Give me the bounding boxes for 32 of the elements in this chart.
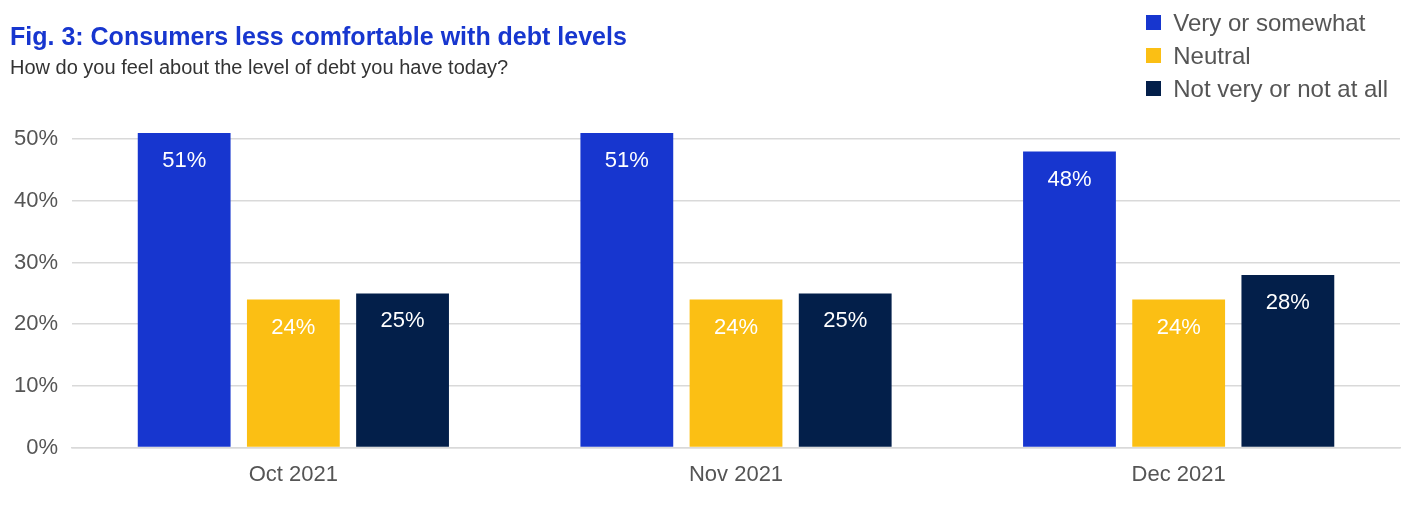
y-tick-label: 30%: [13, 248, 59, 274]
data-label: 28%: [1265, 288, 1310, 314]
legend-label: Neutral: [1173, 41, 1251, 70]
y-tick-label: 40%: [13, 186, 59, 212]
chart-title: Fig. 3: Consumers less comfortable with debt levels: [10, 22, 627, 51]
data-label: 25%: [380, 307, 425, 333]
bar: [689, 299, 783, 447]
y-tick-label: 10%: [13, 371, 59, 397]
x-tick-label: Nov 2021: [688, 460, 784, 486]
data-label: 51%: [604, 147, 649, 173]
data-label: 24%: [271, 313, 316, 339]
y-tick-label: 20%: [13, 310, 59, 336]
bar: [1241, 274, 1335, 447]
data-label: 48%: [1047, 165, 1092, 191]
bar: [1132, 299, 1226, 447]
y-tick-label: 0%: [26, 433, 59, 459]
y-tick-label: 50%: [13, 125, 59, 151]
legend-label: Very or somewhat: [1173, 8, 1366, 37]
bar: [798, 293, 892, 447]
legend-label: Not very or not at all: [1173, 74, 1388, 103]
bar: [1023, 151, 1116, 447]
data-label: 25%: [823, 307, 868, 333]
chart-subtitle: How do you feel about the level of debt you have today?: [10, 56, 509, 79]
x-tick-label: Dec 2021: [1131, 460, 1226, 486]
data-label: 24%: [713, 313, 759, 339]
x-tick-label: Oct 2021: [248, 460, 338, 486]
bar: [137, 133, 231, 447]
bar: [580, 133, 674, 447]
bar: [356, 293, 449, 447]
bar: [246, 299, 340, 447]
data-label: 51%: [162, 147, 207, 173]
data-label: 24%: [1156, 313, 1201, 339]
